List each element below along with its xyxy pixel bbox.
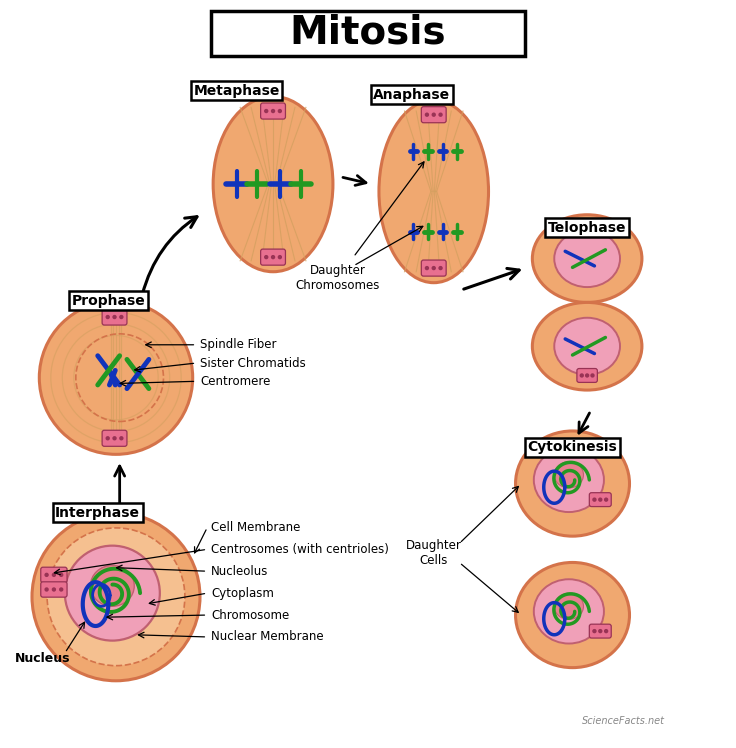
Text: Spindle Fiber: Spindle Fiber: [200, 338, 277, 352]
Ellipse shape: [379, 100, 489, 283]
FancyBboxPatch shape: [577, 369, 598, 382]
Circle shape: [431, 266, 436, 270]
Ellipse shape: [39, 301, 193, 454]
FancyBboxPatch shape: [421, 107, 446, 123]
Text: Chromosome: Chromosome: [211, 609, 289, 622]
Text: Metaphase: Metaphase: [194, 84, 280, 97]
Circle shape: [425, 112, 429, 117]
Circle shape: [52, 573, 56, 577]
Ellipse shape: [554, 593, 584, 619]
FancyBboxPatch shape: [211, 11, 525, 56]
Circle shape: [425, 266, 429, 270]
Circle shape: [585, 373, 590, 378]
Ellipse shape: [554, 318, 620, 375]
Ellipse shape: [532, 215, 642, 302]
Text: Mitosis: Mitosis: [290, 14, 446, 52]
Circle shape: [271, 255, 275, 260]
FancyBboxPatch shape: [40, 582, 67, 597]
Ellipse shape: [91, 565, 134, 607]
FancyBboxPatch shape: [421, 260, 446, 276]
FancyBboxPatch shape: [590, 493, 611, 506]
Ellipse shape: [65, 545, 160, 640]
Circle shape: [604, 629, 609, 634]
Circle shape: [604, 497, 609, 502]
Circle shape: [439, 112, 443, 117]
Ellipse shape: [534, 579, 604, 643]
Circle shape: [264, 109, 269, 113]
Text: Sister Chromatids: Sister Chromatids: [200, 357, 305, 370]
FancyBboxPatch shape: [40, 567, 67, 583]
Ellipse shape: [554, 462, 584, 488]
Text: Telophase: Telophase: [548, 221, 626, 235]
Circle shape: [52, 587, 56, 592]
FancyBboxPatch shape: [102, 309, 127, 325]
Ellipse shape: [32, 513, 200, 681]
FancyBboxPatch shape: [102, 430, 127, 447]
Circle shape: [264, 255, 269, 260]
Circle shape: [271, 109, 275, 113]
Circle shape: [590, 373, 595, 378]
Text: Prophase: Prophase: [72, 294, 146, 308]
Circle shape: [277, 255, 282, 260]
Text: Daughter
Chromosomes: Daughter Chromosomes: [295, 265, 380, 292]
FancyBboxPatch shape: [261, 249, 286, 265]
Circle shape: [431, 112, 436, 117]
Circle shape: [59, 573, 63, 577]
Text: ScienceFacts.net: ScienceFacts.net: [582, 716, 665, 726]
Ellipse shape: [213, 96, 333, 272]
Circle shape: [105, 436, 110, 441]
Circle shape: [598, 629, 603, 634]
Circle shape: [59, 587, 63, 592]
Ellipse shape: [515, 562, 629, 668]
Circle shape: [277, 109, 282, 113]
Text: Nuclear Membrane: Nuclear Membrane: [211, 631, 324, 643]
Text: Cell Membrane: Cell Membrane: [211, 521, 300, 534]
Circle shape: [113, 436, 117, 441]
Ellipse shape: [534, 448, 604, 512]
FancyBboxPatch shape: [590, 624, 611, 638]
Ellipse shape: [554, 230, 620, 287]
Text: Cytokinesis: Cytokinesis: [528, 440, 618, 454]
Circle shape: [592, 629, 597, 634]
Ellipse shape: [47, 528, 185, 666]
FancyBboxPatch shape: [261, 103, 286, 119]
Circle shape: [579, 373, 584, 378]
Text: Centrosomes (with centrioles): Centrosomes (with centrioles): [211, 543, 389, 556]
Circle shape: [439, 266, 443, 270]
Circle shape: [105, 315, 110, 319]
Circle shape: [119, 315, 124, 319]
Ellipse shape: [515, 431, 629, 536]
Circle shape: [44, 573, 49, 577]
Text: Anaphase: Anaphase: [373, 88, 450, 102]
Circle shape: [598, 497, 603, 502]
Text: Nucleolus: Nucleolus: [211, 565, 269, 577]
Text: Centromere: Centromere: [200, 375, 270, 387]
Circle shape: [113, 315, 117, 319]
Text: Daughter
Cells: Daughter Cells: [406, 539, 461, 567]
Circle shape: [119, 436, 124, 441]
Circle shape: [592, 497, 597, 502]
Text: Nucleus: Nucleus: [15, 652, 71, 666]
Circle shape: [44, 587, 49, 592]
Text: Cytoplasm: Cytoplasm: [211, 586, 274, 600]
Text: Interphase: Interphase: [55, 506, 141, 520]
Ellipse shape: [532, 302, 642, 390]
